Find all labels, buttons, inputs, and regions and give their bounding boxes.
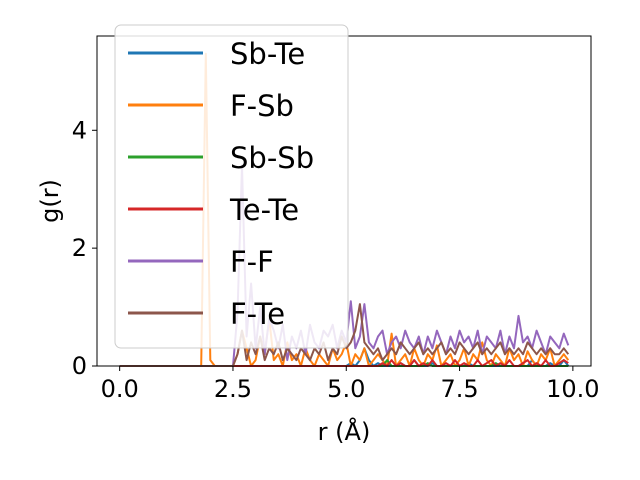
y-tick-label: 2 [72,234,87,262]
legend-label-f-te: F-Te [230,297,285,331]
legend: Sb-Te F-Sb Sb-Sb Te-Te F-F F-Te [114,24,349,349]
x-tick-label: 10.0 [546,375,599,403]
legend-label-te-te: Te-Te [229,193,299,227]
legend-label-f-f: F-F [230,245,274,279]
y-axis-ticks: 0 2 4 [72,116,97,380]
legend-label-sb-te: Sb-Te [230,37,305,71]
y-tick-label: 4 [72,116,87,144]
legend-label-f-sb: F-Sb [230,89,294,123]
x-tick-label: 7.5 [440,375,478,403]
y-tick-label: 0 [72,352,87,380]
x-axis-label: r (Å) [318,417,371,446]
y-axis-label: g(r) [36,179,64,223]
x-tick-label: 0.0 [101,375,139,403]
x-axis-ticks: 0.0 2.5 5.0 7.5 10.0 [101,366,600,403]
x-tick-label: 5.0 [327,375,365,403]
legend-label-sb-sb: Sb-Sb [230,141,314,175]
x-tick-label: 2.5 [214,375,252,403]
